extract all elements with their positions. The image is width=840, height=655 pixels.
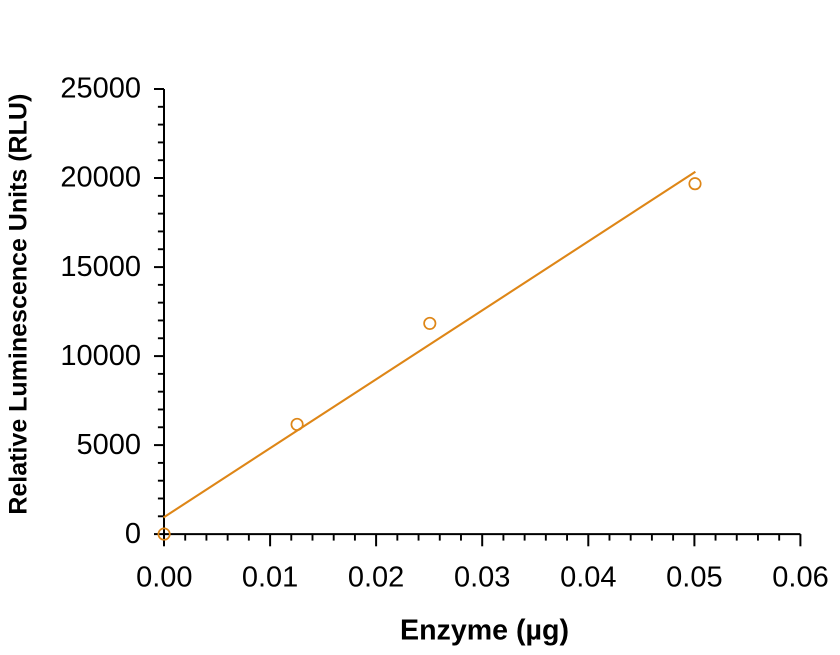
- svg-text:0.06: 0.06: [772, 562, 828, 594]
- svg-text:0.05: 0.05: [666, 562, 722, 594]
- svg-text:0.01: 0.01: [242, 562, 298, 594]
- svg-text:25000: 25000: [60, 73, 141, 105]
- svg-text:Enzyme (µg): Enzyme (µg): [400, 614, 569, 646]
- svg-text:5000: 5000: [76, 429, 141, 461]
- svg-text:Relative Luminescence Units (R: Relative Luminescence Units (RLU): [4, 94, 32, 515]
- svg-text:0.03: 0.03: [454, 562, 510, 594]
- svg-text:0.04: 0.04: [560, 562, 616, 594]
- svg-text:15000: 15000: [60, 251, 141, 283]
- svg-text:0: 0: [125, 518, 141, 550]
- svg-text:20000: 20000: [60, 162, 141, 194]
- svg-text:0.02: 0.02: [348, 562, 404, 594]
- svg-text:10000: 10000: [60, 340, 141, 372]
- svg-text:0.00: 0.00: [136, 562, 192, 594]
